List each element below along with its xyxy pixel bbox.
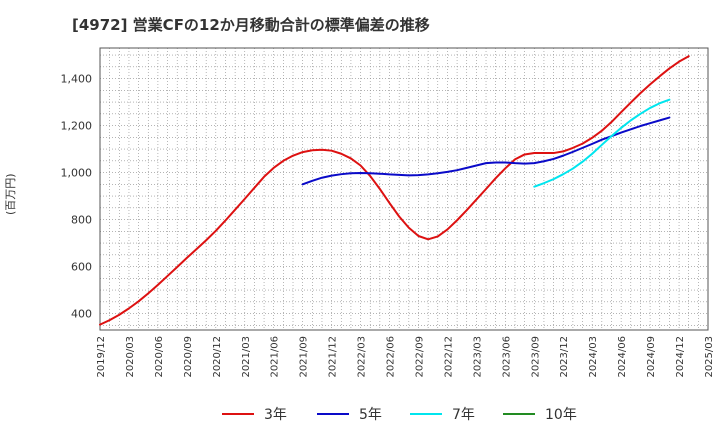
x-tick-label: 2023/06 [501, 336, 512, 378]
x-tick-label: 2022/06 [386, 336, 397, 378]
x-tick-label: 2024/06 [617, 336, 628, 378]
x-tick-label: 2020/12 [212, 336, 223, 378]
legend-label: 3年 [264, 407, 287, 423]
chart-title: [4972] 営業CFの12か月移動合計の標準偏差の推移 [72, 16, 430, 34]
x-tick-label: 2023/03 [472, 336, 483, 378]
x-tick-label: 2025/03 [704, 336, 715, 378]
legend-label: 10年 [545, 407, 577, 423]
x-tick-label: 2024/09 [646, 336, 657, 378]
x-tick-label: 2023/12 [559, 336, 570, 378]
x-tick-label: 2019/12 [96, 336, 107, 378]
x-tick-label: 2023/09 [530, 336, 541, 378]
x-tick-label: 2020/03 [125, 336, 136, 378]
y-tick-label: 400 [71, 308, 92, 321]
x-tick-label: 2022/03 [357, 336, 368, 378]
x-tick-label: 2021/06 [270, 336, 281, 378]
x-tick-label: 2022/09 [414, 336, 425, 378]
y-tick-label: 800 [71, 214, 92, 227]
x-tick-label: 2021/03 [241, 336, 252, 378]
x-tick-label: 2021/12 [328, 336, 339, 378]
x-tick-label: 2024/12 [675, 336, 686, 378]
plot-area [100, 48, 708, 330]
y-tick-label: 1,000 [61, 167, 93, 180]
series-line-3 [533, 98, 671, 188]
series-line-1 [99, 55, 690, 326]
x-tick-label: 2021/09 [299, 336, 310, 378]
series-line-2 [301, 116, 671, 186]
x-tick-label: 2020/09 [183, 336, 194, 378]
x-tick-label: 2020/06 [154, 336, 165, 378]
x-tick-label: 2022/12 [443, 336, 454, 378]
legend-label: 7年 [452, 407, 475, 423]
y-tick-label: 1,200 [61, 120, 93, 133]
y-tick-label: 600 [71, 261, 92, 274]
x-tick-label: 2024/03 [588, 336, 599, 378]
plot-frame [99, 47, 709, 331]
y-tick-label: 1,400 [61, 73, 93, 86]
legend-label: 5年 [359, 407, 382, 423]
